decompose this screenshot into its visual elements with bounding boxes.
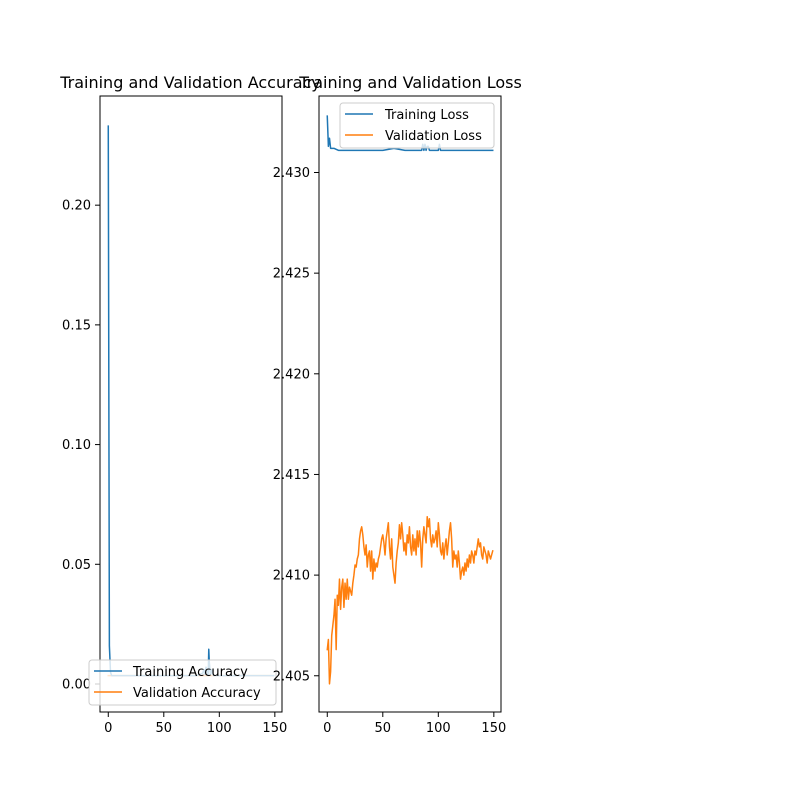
accuracy-y-tick-label: 0.00 xyxy=(62,677,91,692)
accuracy-legend-box xyxy=(88,659,277,706)
loss-y-tick-label: 2.410 xyxy=(273,569,310,584)
loss-chart-title: Training and Validation Loss xyxy=(298,73,522,92)
loss-ticks-layer: 0 50 100 150 2.405 2.410 2.415 2.420 2.425 2.430 xyxy=(273,166,506,736)
loss-y-tick-label: 2.415 xyxy=(273,468,310,483)
loss-series-validation-loss xyxy=(326,515,494,685)
accuracy-legend: Training Accuracy Validation Accuracy xyxy=(88,659,277,706)
loss-axes-frame xyxy=(318,95,502,713)
loss-y-tick-label: 2.405 xyxy=(273,669,310,684)
legend-label-training-accuracy: Training Accuracy xyxy=(132,665,248,680)
accuracy-x-tick-label: 50 xyxy=(156,721,173,736)
accuracy-x-tick-label: 0 xyxy=(104,721,112,736)
loss-legend-box xyxy=(339,102,495,149)
accuracy-y-tick-label: 0.15 xyxy=(62,318,91,333)
legend-label-validation-loss: Validation Loss xyxy=(385,129,482,144)
loss-y-tick-label: 2.420 xyxy=(273,367,310,382)
accuracy-x-tick-label: 150 xyxy=(262,721,287,736)
accuracy-chart-title: Training and Validation Accuracy xyxy=(59,73,321,92)
accuracy-y-tick-label: 0.10 xyxy=(62,438,91,453)
accuracy-axes-frame xyxy=(99,95,283,713)
loss-panel: Training and Validation Loss 0 50 100 150 2.… xyxy=(273,73,522,736)
legend-label-validation-accuracy: Validation Accuracy xyxy=(133,686,261,701)
loss-x-tick-label: 0 xyxy=(323,721,331,736)
loss-y-tick-label: 2.430 xyxy=(273,166,310,181)
loss-legend: Training Loss Validation Loss xyxy=(339,102,495,149)
accuracy-y-tick-label: 0.20 xyxy=(62,199,91,214)
accuracy-ticks-layer: 0 50 100 150 0.00 0.05 0.10 0.15 0.20 xyxy=(62,199,287,736)
loss-y-tick-label: 2.425 xyxy=(273,267,310,282)
loss-x-tick-label: 100 xyxy=(426,721,451,736)
loss-x-tick-label: 50 xyxy=(375,721,392,736)
loss-x-tick-label: 150 xyxy=(481,721,506,736)
accuracy-y-tick-label: 0.05 xyxy=(62,558,91,573)
accuracy-panel: Training and Validation Accuracy 0 50 100 1… xyxy=(59,73,321,736)
legend-label-training-loss: Training Loss xyxy=(384,108,469,123)
accuracy-x-tick-label: 100 xyxy=(207,721,232,736)
